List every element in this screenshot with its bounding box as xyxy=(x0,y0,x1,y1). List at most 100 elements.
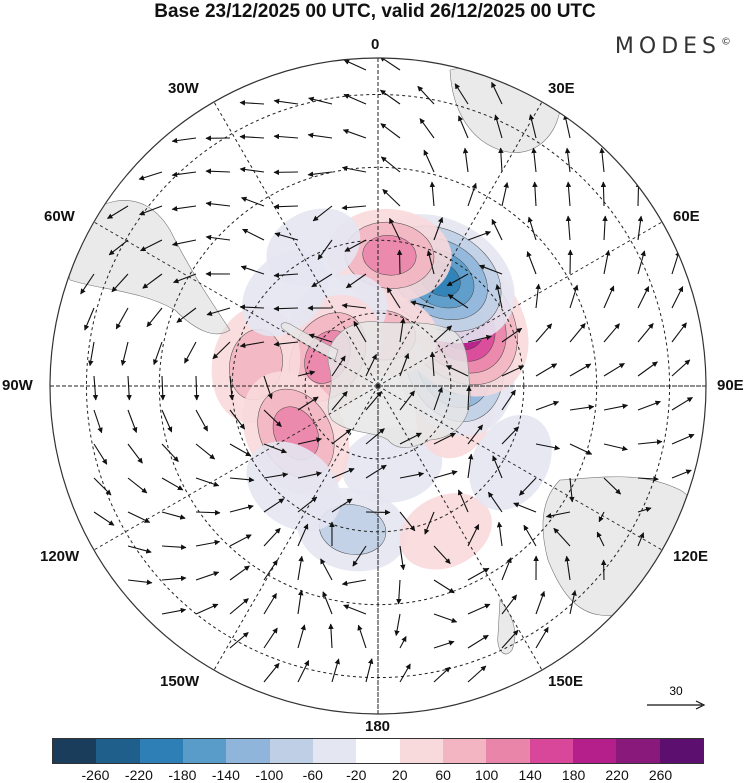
wind-vector xyxy=(564,147,571,173)
colorbar-tick-label: 20 xyxy=(391,767,408,783)
wind-vector xyxy=(229,504,254,513)
wind-vector xyxy=(331,498,353,513)
wind-vector xyxy=(569,323,586,343)
wind-vector xyxy=(433,613,458,623)
anomaly-contour xyxy=(399,493,492,570)
wind-vector xyxy=(458,115,469,139)
wind-vector xyxy=(457,489,469,513)
wind-vector xyxy=(565,181,572,207)
colorbar-tick-label: -260 xyxy=(81,767,110,783)
colorbar-swatch xyxy=(96,739,140,763)
wind-vector xyxy=(161,443,179,462)
wind-vector xyxy=(357,624,367,649)
meridian-label-150e: 150E xyxy=(548,673,584,690)
wind-vector xyxy=(417,85,435,105)
wind-vector xyxy=(263,559,278,581)
wind-vector xyxy=(115,307,129,330)
wind-vector xyxy=(535,323,553,343)
wind-vector xyxy=(229,477,255,483)
wind-vector xyxy=(513,502,537,513)
wind-vector xyxy=(637,286,650,309)
wind-vector xyxy=(229,565,250,581)
wind-vector xyxy=(345,273,367,289)
wind-vector xyxy=(239,134,265,140)
graticule xyxy=(50,58,706,714)
wind-vector xyxy=(603,443,628,452)
wind-vector xyxy=(564,555,571,581)
wind-vector xyxy=(399,432,422,445)
wind-vector xyxy=(297,555,304,581)
wind-vector xyxy=(545,511,571,519)
wind-vector xyxy=(343,93,367,105)
wind-vector xyxy=(365,353,377,377)
polar-map xyxy=(49,57,707,715)
wind-vector xyxy=(501,594,518,615)
wind-vector xyxy=(433,216,444,241)
wind-vector xyxy=(531,147,537,173)
wind-vector xyxy=(491,81,503,105)
wind-vector xyxy=(603,477,621,495)
wind-vector xyxy=(603,285,615,309)
colorbar-tick-label: -100 xyxy=(255,767,284,783)
wind-vector xyxy=(637,361,658,377)
anomaly-contour xyxy=(246,441,341,532)
wind-vector xyxy=(501,629,519,649)
wind-vector xyxy=(396,579,402,605)
wind-vector xyxy=(501,182,509,207)
meridian-line xyxy=(377,221,663,387)
wind-vector xyxy=(184,341,197,364)
wind-vector xyxy=(108,239,129,256)
wind-vector xyxy=(603,362,625,377)
wind-vector xyxy=(467,453,474,479)
wind-vector xyxy=(93,511,115,526)
wind-vector xyxy=(140,239,163,252)
wind-vector xyxy=(637,506,652,513)
wind-vector xyxy=(307,171,333,177)
wind-vector xyxy=(637,250,646,275)
wind-vector xyxy=(229,534,252,547)
wind-vector xyxy=(195,603,219,615)
wind-vector xyxy=(127,443,143,464)
wind-vector xyxy=(495,284,503,309)
wind-vector xyxy=(399,390,415,411)
wind-vector xyxy=(331,468,355,479)
wind-vector xyxy=(331,355,346,377)
wind-vector xyxy=(263,498,285,513)
meridian-label-60e: 60E xyxy=(673,208,700,225)
wind-vector xyxy=(161,477,184,491)
colorbar-tick-label: 180 xyxy=(561,767,586,783)
meridian-label-90w: 90W xyxy=(2,377,33,394)
wind-vector xyxy=(263,375,273,400)
meridian-label-30w: 30W xyxy=(168,80,199,97)
wind-vector xyxy=(171,205,197,212)
wind-vector xyxy=(399,511,416,532)
wind-vector xyxy=(410,300,435,309)
wind-vector xyxy=(161,607,187,615)
wind-vector xyxy=(273,272,299,279)
wind-vector xyxy=(274,232,299,241)
wind-vector xyxy=(195,539,221,547)
wind-vector xyxy=(93,477,112,496)
anomaly-contour xyxy=(362,235,417,276)
wind-vector xyxy=(671,469,692,479)
wind-vector xyxy=(528,114,537,139)
brand-mark: © xyxy=(721,36,736,48)
map-boundary xyxy=(49,57,707,715)
colorbar-tick-label: -20 xyxy=(346,767,367,783)
wind-vector xyxy=(429,181,436,207)
wind-vector xyxy=(467,230,492,241)
colorbar-tick-label: 60 xyxy=(435,767,451,783)
wind-vector xyxy=(447,294,469,309)
wind-vector xyxy=(380,123,401,139)
wind-vector xyxy=(171,137,197,144)
wind-vector xyxy=(479,264,503,275)
wind-vectors xyxy=(80,58,695,683)
wind-vector xyxy=(341,579,367,587)
wind-vector xyxy=(127,511,151,523)
wind-vector xyxy=(394,613,401,637)
wind-vector xyxy=(445,365,469,377)
wind-vector xyxy=(429,351,436,377)
wind-vector xyxy=(569,443,593,455)
wind-vector xyxy=(173,273,197,284)
wind-vector xyxy=(501,426,520,445)
